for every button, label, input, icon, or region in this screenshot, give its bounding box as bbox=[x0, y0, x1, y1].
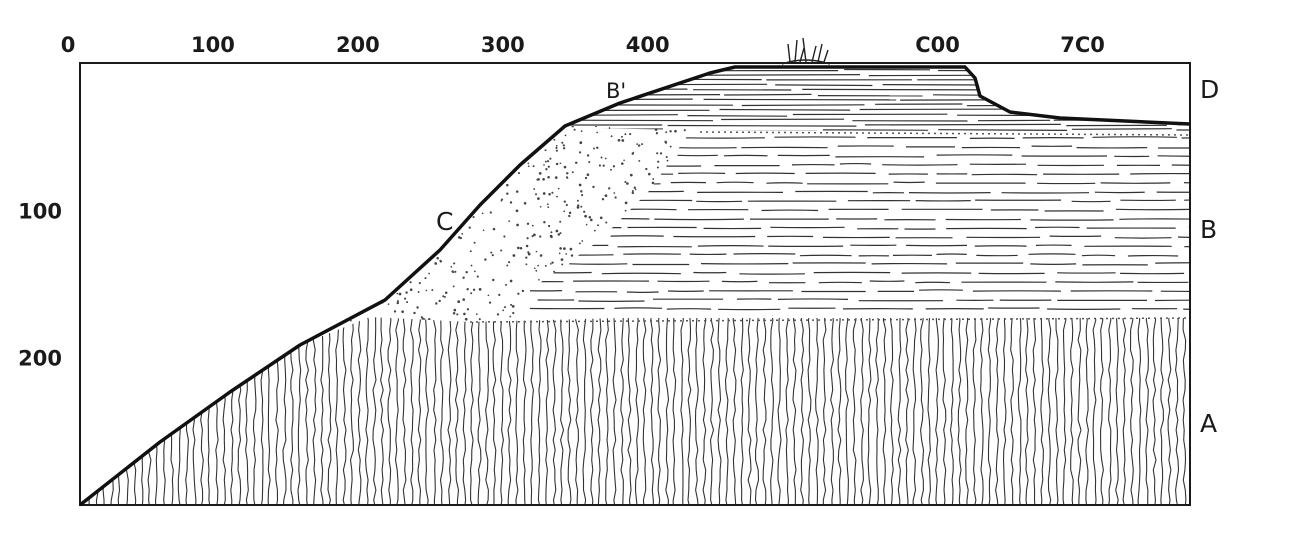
top-axis-tick-label: 200 bbox=[336, 33, 380, 57]
vegetation-icon bbox=[781, 37, 831, 65]
top-axis-tick-label: C00 bbox=[915, 33, 960, 57]
left-axis-tick-label: 200 bbox=[18, 347, 62, 371]
boundary-a-b bbox=[469, 317, 1191, 323]
layer-a-hatching bbox=[80, 317, 1187, 505]
top-axis-tick-label: 7C0 bbox=[1060, 33, 1105, 57]
label-b-prime: B' bbox=[606, 79, 626, 103]
left-axis: 100 200 bbox=[18, 199, 62, 370]
sand-layer-stipple bbox=[300, 126, 700, 327]
top-axis-tick-label: 100 bbox=[191, 33, 235, 57]
label-d: D bbox=[1200, 75, 1219, 104]
diagram-frame bbox=[79, 62, 1191, 506]
left-axis-tick-label: 100 bbox=[18, 199, 62, 223]
ground-surface-line bbox=[78, 65, 1191, 507]
top-axis-tick-label: 400 bbox=[626, 33, 670, 57]
top-axis-tick-label: 0 bbox=[61, 33, 76, 57]
top-axis: 0 100 200 300 400 C00 7C0 bbox=[61, 33, 1105, 57]
label-b: B bbox=[1200, 215, 1217, 244]
label-c: C bbox=[436, 207, 453, 236]
label-a: A bbox=[1200, 409, 1217, 438]
layer-d-hatching bbox=[565, 68, 1190, 132]
layer-b-hatching bbox=[530, 136, 1190, 311]
top-axis-tick-label: 300 bbox=[481, 33, 525, 57]
boundary-b-d bbox=[699, 131, 1191, 136]
